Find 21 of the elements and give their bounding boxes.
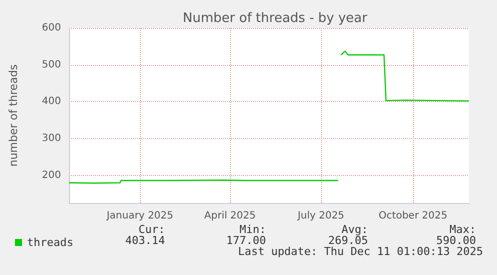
x-tick-label: January 2025: [106, 210, 174, 222]
text: Avg:: [342, 223, 368, 236]
y-tick-label: 200: [42, 170, 61, 181]
legend-label: threads: [27, 236, 74, 249]
y-tick-label: 500: [42, 59, 61, 70]
text: 269.05: [328, 234, 368, 247]
chart-title: Number of threads - by year: [182, 11, 368, 26]
text: Last update: Thu Dec 11 01:00:13 2025: [238, 245, 483, 258]
x-tick-label: April 2025: [204, 210, 256, 222]
text: Cur:: [138, 223, 165, 236]
text: 590.00: [436, 234, 476, 247]
text: 177.00: [226, 234, 266, 247]
y-tick-label: 300: [42, 133, 61, 144]
text: Max:: [450, 223, 476, 236]
y-tick-label: 600: [42, 22, 61, 34]
text: 403.14: [125, 234, 165, 247]
y-tick-label: 400: [42, 96, 61, 108]
x-tick-label: July 2025: [296, 210, 344, 222]
x-tick-label: October 2025: [378, 210, 448, 222]
y-axis-title: number of threads: [7, 64, 20, 167]
text: Min:: [240, 223, 266, 236]
